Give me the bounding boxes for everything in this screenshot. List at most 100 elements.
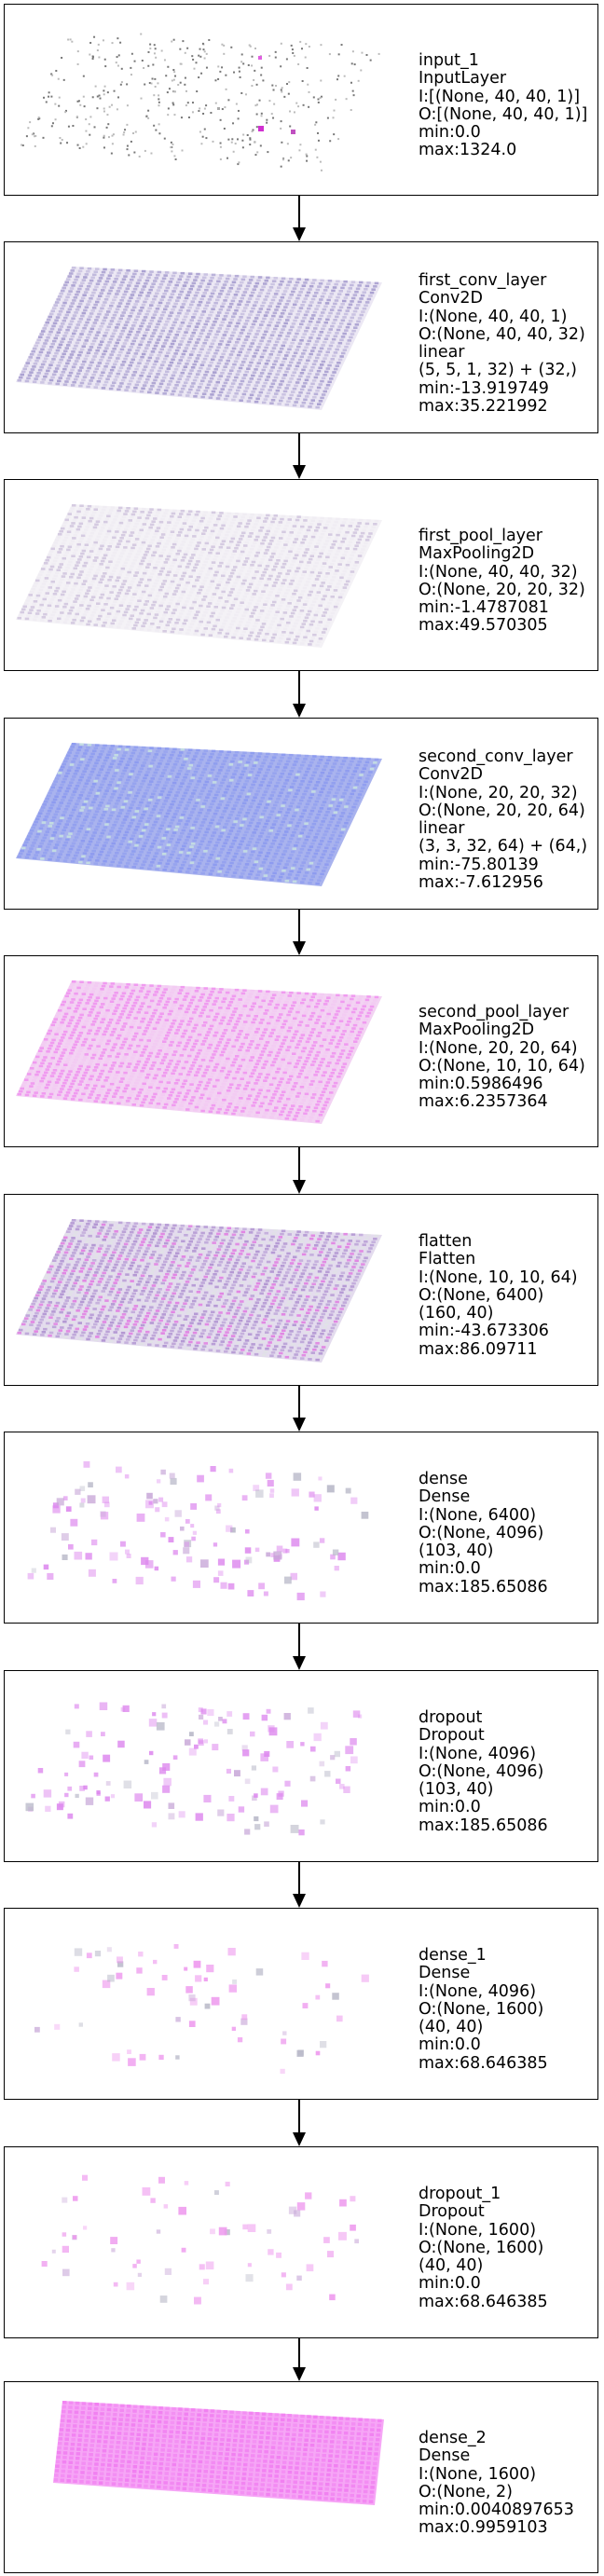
feature-cell bbox=[206, 843, 211, 846]
feature-cell bbox=[304, 754, 309, 758]
feature-cell bbox=[221, 778, 226, 781]
feature-cell bbox=[82, 852, 88, 855]
feature-cell bbox=[61, 609, 66, 611]
feature-cell bbox=[41, 806, 46, 809]
feature-cell bbox=[70, 335, 75, 338]
feature-cell bbox=[353, 564, 358, 567]
feature-cell bbox=[201, 548, 206, 551]
feature-cell bbox=[85, 558, 89, 562]
feature-cell bbox=[213, 524, 218, 527]
feature-cell bbox=[281, 361, 286, 363]
feature-cell bbox=[251, 611, 255, 615]
feature-cell bbox=[175, 602, 180, 606]
feature-cell bbox=[62, 319, 66, 322]
feature-cell bbox=[145, 786, 151, 789]
feature-cell bbox=[285, 572, 290, 576]
feature-cell bbox=[259, 831, 265, 835]
pixel-mark bbox=[172, 143, 174, 145]
feature-cell bbox=[272, 311, 278, 315]
feature-cell bbox=[39, 842, 44, 845]
feature-cell bbox=[201, 326, 207, 329]
feature-cell bbox=[54, 589, 59, 593]
pixel-mark bbox=[299, 40, 302, 43]
feature-cell bbox=[234, 630, 239, 633]
feature-cell bbox=[39, 333, 44, 336]
feature-cell bbox=[161, 853, 167, 856]
feature-cell bbox=[324, 302, 330, 305]
feature-cell bbox=[230, 521, 235, 525]
feature-cell bbox=[149, 795, 155, 799]
feature-cell bbox=[141, 387, 145, 391]
feature-cell bbox=[223, 603, 227, 606]
pixel-mark bbox=[317, 101, 320, 103]
feature-cell bbox=[215, 380, 220, 384]
feature-cell bbox=[205, 523, 211, 527]
feature-cell bbox=[186, 767, 192, 770]
feature-cell bbox=[172, 509, 177, 513]
feature-cell bbox=[115, 545, 120, 549]
feature-cell bbox=[83, 291, 89, 294]
feature-cell bbox=[232, 550, 238, 553]
feature-cell bbox=[110, 745, 116, 747]
pixel-mark bbox=[34, 135, 36, 138]
feature-cell bbox=[158, 762, 162, 765]
feature-cell bbox=[209, 295, 213, 298]
feature-cell bbox=[110, 539, 115, 542]
feature-cell bbox=[144, 619, 148, 622]
feature-cell bbox=[327, 618, 332, 622]
feature-cell bbox=[168, 380, 173, 383]
feature-cell bbox=[187, 356, 192, 360]
feature-cell bbox=[300, 404, 305, 407]
feature-cell bbox=[252, 541, 257, 544]
feature-cell bbox=[260, 388, 265, 391]
feature-cell bbox=[321, 597, 326, 601]
feature-cell bbox=[273, 344, 278, 347]
feature-cell bbox=[248, 805, 254, 808]
feature-cell bbox=[145, 547, 151, 551]
feature-cell bbox=[292, 354, 296, 358]
feature-cell bbox=[73, 567, 77, 570]
feature-cell bbox=[217, 311, 222, 314]
feature-cell bbox=[277, 403, 281, 405]
feature-cell bbox=[99, 768, 103, 771]
feature-cell bbox=[226, 785, 231, 788]
feature-cell bbox=[213, 317, 219, 321]
feature-cell bbox=[268, 845, 274, 848]
feature-cell bbox=[240, 379, 245, 383]
feature-cell bbox=[58, 310, 63, 313]
feature-cell bbox=[185, 870, 190, 873]
feature-cell bbox=[240, 515, 246, 519]
feature-cell bbox=[259, 593, 265, 596]
pixel-mark bbox=[77, 100, 80, 103]
feature-cell bbox=[368, 532, 373, 535]
feature-cell bbox=[281, 753, 286, 757]
feature-cell bbox=[180, 782, 185, 785]
feature-cell bbox=[322, 768, 326, 772]
feature-cell bbox=[171, 611, 176, 615]
feature-cell bbox=[114, 820, 118, 824]
feature-cell bbox=[254, 809, 259, 812]
feature-cell bbox=[310, 349, 315, 352]
feature-cell bbox=[331, 322, 336, 324]
feature-cell bbox=[139, 850, 144, 854]
feature-cell bbox=[48, 601, 53, 604]
feature-cell bbox=[307, 356, 312, 359]
feature-cell bbox=[195, 544, 200, 547]
feature-cell bbox=[270, 620, 276, 623]
feature-cell bbox=[56, 807, 61, 810]
feature-cell bbox=[201, 532, 206, 535]
feature-cell bbox=[240, 296, 244, 300]
feature-cell bbox=[332, 609, 336, 611]
feature-cell bbox=[25, 838, 30, 841]
feature-cell bbox=[42, 360, 47, 363]
feature-cell bbox=[27, 596, 32, 599]
feature-cell bbox=[313, 327, 318, 330]
feature-cell bbox=[240, 518, 244, 522]
feature-cell bbox=[250, 342, 254, 345]
feature-cell bbox=[281, 820, 285, 824]
feature-cell bbox=[101, 575, 105, 578]
feature-cell bbox=[97, 346, 102, 349]
pixel-mark bbox=[79, 103, 82, 106]
feature-cell bbox=[174, 283, 179, 287]
feature-cell bbox=[129, 583, 133, 586]
